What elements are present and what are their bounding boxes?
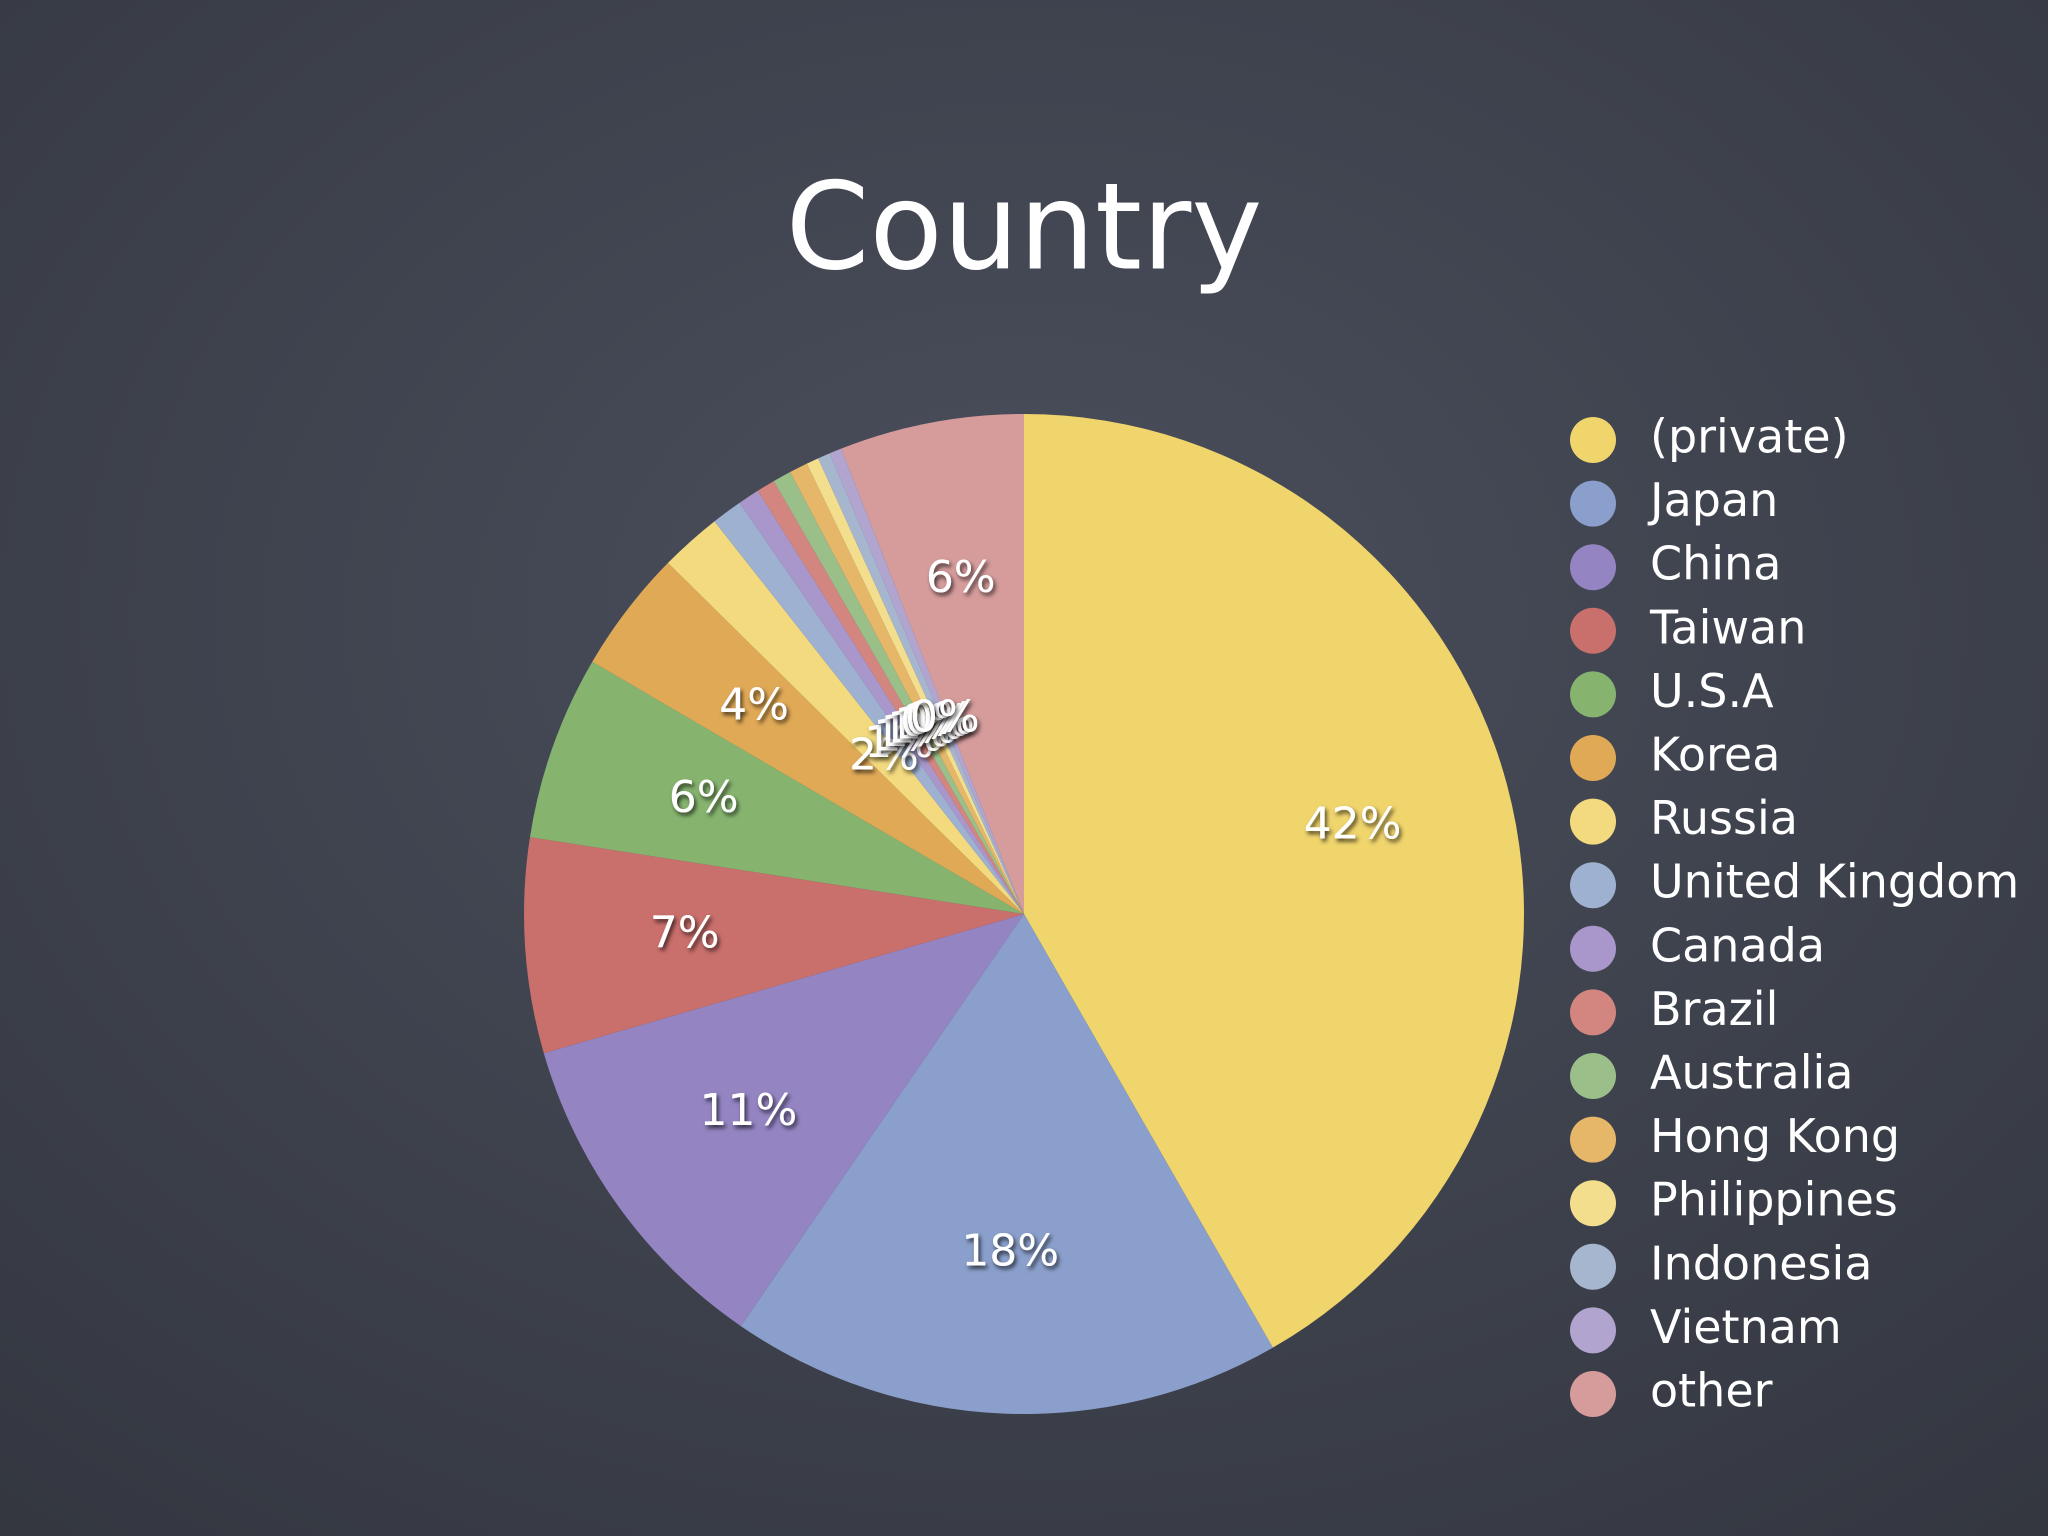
slice-label: 0% (910, 692, 980, 743)
legend-swatch (1570, 1243, 1616, 1290)
slice-label: 1% (881, 706, 951, 757)
pie-slice (543, 914, 1024, 1327)
pie-slice (592, 562, 1024, 914)
slice-label: 18% (961, 1226, 1059, 1277)
slice-label: 1% (864, 717, 934, 768)
pie-slice (739, 490, 1024, 914)
legend-label: Hong Kong (1650, 1109, 1900, 1163)
slice-label: 1% (873, 711, 943, 762)
pie-slice (818, 453, 1024, 914)
legend-swatch (1570, 1053, 1616, 1099)
slice-label: 1% (894, 699, 964, 750)
slice-label: 2% (849, 730, 919, 781)
legend-swatch (1570, 989, 1616, 1036)
legend-label: Canada (1650, 918, 1825, 972)
slice-labels: 42% 18% 11% 7% 6% 4% 2%1%1%1%1%1%0%0%0% 6% (650, 552, 1402, 1277)
legend-swatch (1570, 1180, 1616, 1227)
chart-title: Country (786, 159, 1263, 298)
pie-slice (667, 521, 1024, 914)
legend-swatch (1570, 1307, 1616, 1354)
pie-slice (841, 414, 1024, 914)
legend-label: Korea (1650, 728, 1780, 782)
legend-swatch (1570, 480, 1616, 527)
legend-swatch (1570, 544, 1616, 591)
legend-swatch (1570, 862, 1616, 909)
legend-label: Japan (1647, 473, 1778, 527)
legend-swatch (1570, 671, 1616, 718)
legend-swatch (1570, 925, 1616, 972)
legend-label: Vietnam (1650, 1300, 1842, 1354)
legend-swatch (1570, 1371, 1616, 1417)
slice-label: 6% (926, 552, 996, 603)
legend-label: (private) (1650, 410, 1849, 464)
legend-label: Australia (1650, 1046, 1853, 1100)
pie-slice (773, 472, 1024, 914)
legend-swatch (1570, 1116, 1616, 1163)
legend-label: Taiwan (1649, 600, 1806, 654)
legend-label: United Kingdom (1650, 855, 2019, 909)
legend-label: Philippines (1650, 1173, 1898, 1227)
pie-slice (806, 458, 1024, 914)
legend-label: U.S.A (1650, 664, 1774, 718)
legend: (private) Japan China Taiwan U.S.A Korea Russi… (1570, 410, 2019, 1418)
pie-slice (757, 481, 1024, 914)
slice-label: 11% (699, 1085, 797, 1136)
pie-slice (740, 914, 1273, 1415)
pie (524, 414, 1524, 1415)
pie-slice (524, 837, 1024, 1054)
pie-slice (1024, 414, 1524, 1348)
legend-label: Brazil (1650, 982, 1778, 1036)
pie-slice (790, 463, 1024, 914)
slice-label: 0% (900, 696, 970, 747)
pie-slice (714, 502, 1024, 914)
slice-label: 42% (1304, 798, 1402, 849)
pie-slice (529, 661, 1024, 914)
slice-label: 1% (887, 702, 957, 753)
pie-slice (829, 448, 1024, 914)
legend-swatch (1570, 798, 1616, 845)
slice-label: 6% (669, 772, 739, 823)
legend-swatch (1570, 417, 1616, 463)
slice-label: 0% (905, 694, 975, 745)
legend-label: Indonesia (1650, 1236, 1872, 1290)
legend-label: Russia (1650, 791, 1798, 845)
slice-label: 7% (650, 908, 720, 959)
legend-label: China (1650, 537, 1781, 591)
slice-label: 4% (719, 679, 789, 730)
legend-swatch (1570, 607, 1616, 654)
legend-swatch (1570, 735, 1616, 781)
legend-label: other (1650, 1364, 1773, 1418)
